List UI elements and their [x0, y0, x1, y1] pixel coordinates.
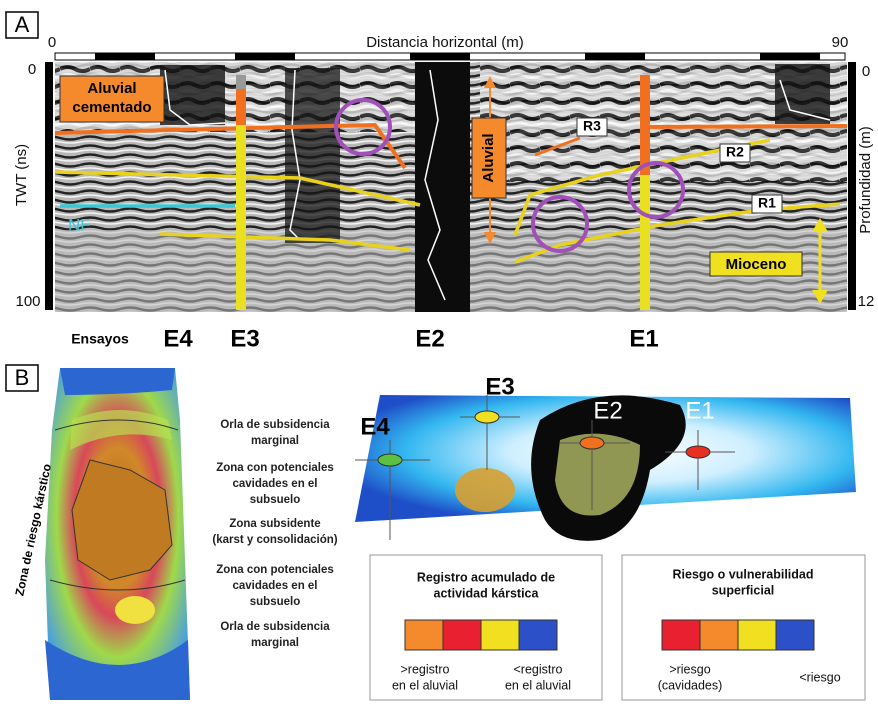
cavity-circles — [334, 98, 685, 253]
top-axis-title: Distancia horizontal (m) — [366, 34, 524, 51]
legend-swatches — [404, 619, 815, 651]
zone-label: subsuelo — [250, 596, 300, 608]
annotation: cementado — [72, 99, 151, 116]
test-label: E4 — [163, 325, 193, 352]
annotation: Mioceno — [726, 256, 787, 273]
zone-label: (karst y consolidación) — [212, 534, 337, 546]
legend-text: en el aluvial — [392, 678, 458, 692]
zone-label: Orla de subsidencia — [220, 419, 330, 431]
test-label: E3 — [230, 325, 259, 352]
label-box — [576, 117, 608, 137]
label-box — [751, 194, 783, 214]
annotation: Aluvial — [480, 133, 497, 182]
left-axis-title: TWT (ns) — [13, 144, 30, 206]
zone-label: marginal — [251, 435, 299, 447]
map-test-label: E1 — [685, 397, 714, 424]
legend-text: Riesgo o vulnerabilidad — [673, 567, 814, 581]
zone-label: cavidades en el — [232, 580, 317, 592]
test-columns — [236, 75, 650, 310]
top-axis-start: 0 — [48, 34, 56, 51]
aluvial-cementado-box — [59, 75, 165, 123]
tests-label: Ensayos — [71, 331, 129, 347]
zone-label: subsuelo — [250, 494, 300, 506]
right-axis-end: 12 — [858, 293, 875, 310]
right-axis-start: 0 — [862, 63, 870, 80]
label-box — [719, 143, 751, 163]
annotation: Aluvial — [87, 80, 136, 97]
legend-text: actividad kárstica — [434, 586, 540, 600]
legend-text: <riesgo — [799, 670, 840, 684]
right-axis-title: Profundidad (m) — [857, 126, 874, 234]
annotation: NF — [68, 215, 91, 234]
zone-label: Orla de subsidencia — [220, 621, 330, 633]
panel-label: B — [15, 365, 30, 390]
risk-map — [45, 368, 190, 700]
map-test-label: E4 — [360, 413, 390, 440]
annotation: R3 — [583, 118, 601, 134]
legend-text: (cavidades) — [658, 678, 723, 692]
zone-labels: Orla de subsidencia marginal Zona con pote… — [212, 419, 337, 649]
annotation: R1 — [758, 195, 776, 211]
surface-3d — [355, 395, 856, 541]
mioceno-arrow — [812, 218, 828, 304]
panel-label-box — [5, 11, 39, 39]
scale-ruler — [45, 52, 856, 310]
zone-label: Zona subsidente — [229, 518, 320, 530]
map-test-label: E2 — [593, 397, 622, 424]
panel-label-box — [5, 364, 39, 392]
legend-text: <registro — [514, 662, 563, 676]
test-label: E2 — [415, 325, 444, 352]
zone-label: cavidades en el — [232, 478, 317, 490]
left-axis-end: 100 — [15, 293, 40, 310]
legend-text: >registro — [401, 662, 450, 676]
top-axis-end: 90 — [832, 34, 849, 51]
legend-texts: Registro acumulado de actividad kárstica >… — [392, 567, 841, 692]
legend-text: superficial — [712, 583, 775, 597]
legend-text: >riesgo — [669, 662, 710, 676]
test-label: E1 — [629, 325, 658, 352]
map-test-label: E3 — [485, 373, 514, 400]
legend-text: en el aluvial — [505, 678, 571, 692]
panel-label: A — [15, 12, 30, 37]
label-box — [709, 251, 803, 277]
left-axis-start: 0 — [28, 61, 36, 78]
zone-label: Zona con potenciales — [216, 462, 334, 474]
aluvial-arrow — [471, 76, 507, 244]
legend-text: Registro acumulado de — [417, 570, 555, 584]
reflector-lines — [54, 122, 848, 264]
zone-label: marginal — [251, 637, 299, 649]
zone-label: Zona con potenciales — [216, 564, 334, 576]
annotation: R2 — [726, 144, 744, 160]
